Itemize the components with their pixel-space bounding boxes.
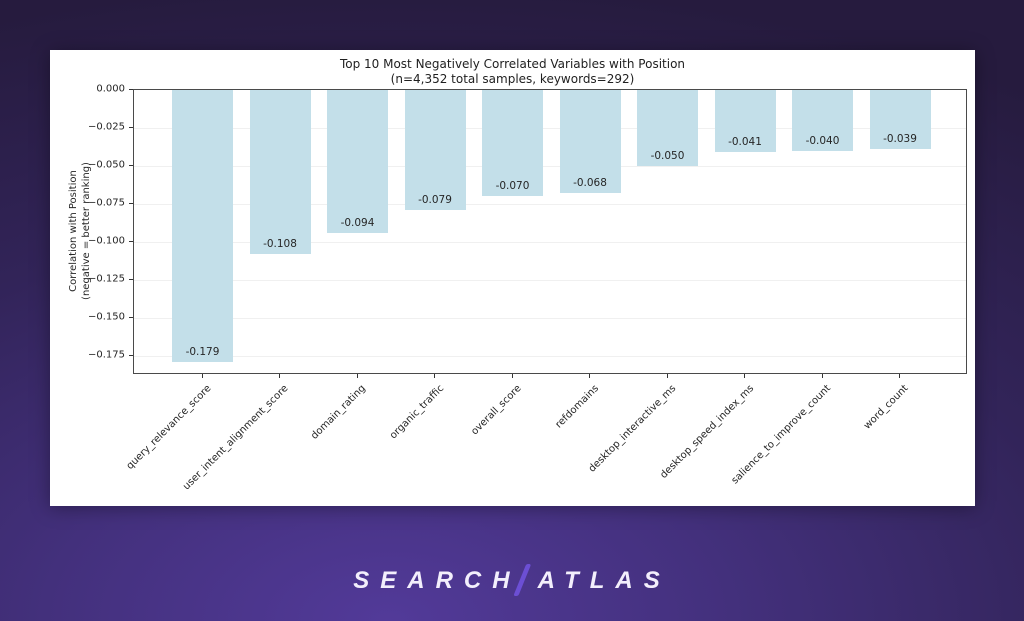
gridline [134,317,966,319]
x-tick-mark [589,374,590,378]
bar-value-label: -0.070 [495,180,530,193]
chart-subtitle: (n=4,352 total samples, keywords=292) [390,72,635,86]
bar [792,90,853,151]
bar-value-label: -0.041 [728,136,762,149]
x-tick-mark [356,374,358,378]
bar-value-label: -0.094 [340,216,375,229]
x-tick-label: desktop_interactive_ms [586,383,679,475]
y-tick-mark [129,89,133,90]
logo-search-text: SEARCH [353,567,521,594]
x-tick-mark [511,374,513,378]
x-tick-mark [279,374,280,378]
x-tick-label: overall_score [468,383,524,438]
x-tick-mark [744,374,745,378]
x-tick-label: query_relevance_score [124,383,214,472]
bar [714,90,776,153]
searchatlas-logo: SEARCH ATLAS [0,556,1024,596]
y-tick-mark [129,241,133,242]
bar [482,90,543,197]
bar-value-label: -0.040 [805,134,840,147]
y-axis-label-line1: Correlation with Position [68,170,79,292]
bar [172,90,233,363]
x-tick-label: word_count [862,383,911,432]
y-tick-label: −0.025 [87,121,125,133]
bar [327,90,388,233]
gridline [134,203,966,205]
y-tick-mark [129,279,133,280]
bar [869,90,931,150]
y-tick-label: −0.175 [87,349,125,361]
y-tick-label: −0.050 [87,159,125,171]
bar [559,90,621,194]
bar-value-label: -0.039 [883,133,917,146]
bar-value-label: -0.050 [650,150,685,162]
y-tick-label: −0.100 [87,235,125,247]
bar-value-label: -0.108 [263,238,297,251]
x-tick-mark [821,374,823,378]
bar [249,90,311,255]
gridline [134,279,966,281]
y-tick-mark [129,127,133,128]
bar-value-label: -0.068 [573,177,607,190]
y-tick-label: 0.000 [96,83,125,95]
y-tick-mark [129,317,133,318]
x-tick-mark [899,374,900,378]
x-tick-label: refdomains [553,383,601,431]
chart-card: Top 10 Most Negatively Correlated Variab… [50,50,975,506]
logo-atlas-text: ATLAS [537,567,671,594]
bar-value-label: -0.079 [418,194,452,207]
y-tick-label: −0.075 [87,197,125,209]
x-tick-label: organic_traffic [387,383,446,442]
y-tick-label: −0.125 [87,273,125,285]
y-tick-mark [129,203,133,204]
x-tick-mark [434,374,435,378]
bar-value-label: -0.179 [185,346,220,359]
y-tick-mark [129,355,133,356]
gridline [134,165,966,167]
y-tick-label: −0.150 [87,311,125,323]
y-tick-mark [129,165,133,166]
chart-title-block: Top 10 Most Negatively Correlated Variab… [50,57,975,87]
gridline [134,241,966,243]
gridline [134,127,966,129]
x-tick-mark [666,374,668,378]
x-tick-label: domain_rating [309,383,369,442]
gridline [134,355,966,357]
x-tick-mark [201,374,203,378]
bar [637,90,698,166]
bar [404,90,466,211]
plot-area: -0.179 -0.108 -0.094 -0.079 -0.070 -0.068 -0.0… [133,89,967,374]
chart-title: Top 10 Most Negatively Correlated Variab… [339,57,686,71]
